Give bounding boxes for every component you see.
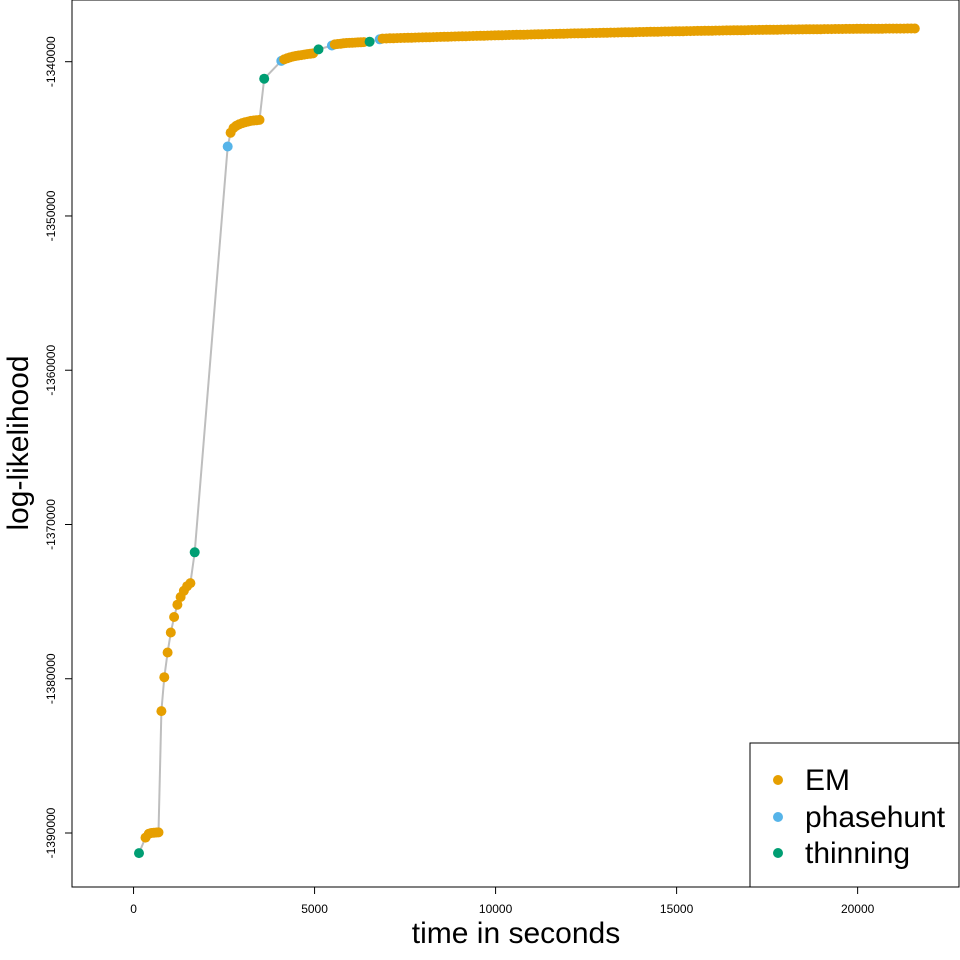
point-em bbox=[153, 827, 164, 838]
point-em bbox=[159, 672, 170, 683]
x-axis-title: time in seconds bbox=[412, 917, 620, 950]
point-thinning bbox=[364, 36, 375, 47]
y-tick-label: -1350000 bbox=[44, 190, 58, 241]
point-em bbox=[254, 114, 265, 125]
point-em bbox=[169, 612, 180, 622]
x-tick-label: 5000 bbox=[301, 902, 328, 916]
point-em bbox=[909, 23, 920, 34]
connector-line bbox=[138, 27, 915, 854]
point-phasehunt bbox=[222, 141, 233, 152]
x-tick-label: 15000 bbox=[660, 902, 694, 916]
y-tick-label: -1390000 bbox=[44, 807, 58, 858]
y-axis-title: log-likelihood bbox=[2, 355, 35, 530]
x-tick-label: 20000 bbox=[841, 902, 875, 916]
legend-label-phasehunt: phasehunt bbox=[805, 801, 946, 834]
y-tick-label: -1360000 bbox=[44, 345, 58, 396]
legend-label-em: EM bbox=[805, 764, 850, 797]
point-thinning bbox=[313, 44, 324, 55]
point-em bbox=[165, 627, 176, 638]
x-axis: 0 5000 10000 15000 20000 bbox=[130, 886, 875, 916]
legend-marker-phasehunt bbox=[773, 812, 783, 822]
connector-line-group bbox=[138, 27, 915, 854]
legend-marker-thinning bbox=[773, 848, 783, 858]
point-thinning bbox=[259, 73, 270, 84]
point-thinning bbox=[134, 848, 144, 859]
point-em bbox=[172, 599, 183, 610]
point-thinning bbox=[189, 547, 200, 558]
x-tick-label: 0 bbox=[130, 902, 137, 916]
point-em bbox=[156, 706, 167, 717]
y-tick-label: -1340000 bbox=[44, 36, 58, 87]
y-tick-label: -1370000 bbox=[44, 499, 58, 550]
point-em bbox=[162, 647, 173, 658]
y-axis: -1390000 -1380000 -1370000 -1360000 -1350000… bbox=[44, 36, 73, 858]
point-em bbox=[185, 578, 196, 589]
legend-box bbox=[749, 742, 960, 888]
legend-marker-em bbox=[773, 775, 783, 785]
data-points bbox=[134, 23, 920, 859]
legend-label-thinning: thinning bbox=[805, 837, 910, 870]
x-tick-label: 10000 bbox=[479, 902, 513, 916]
legend: EM phasehunt thinning bbox=[749, 742, 960, 888]
y-tick-label: -1380000 bbox=[44, 653, 58, 704]
